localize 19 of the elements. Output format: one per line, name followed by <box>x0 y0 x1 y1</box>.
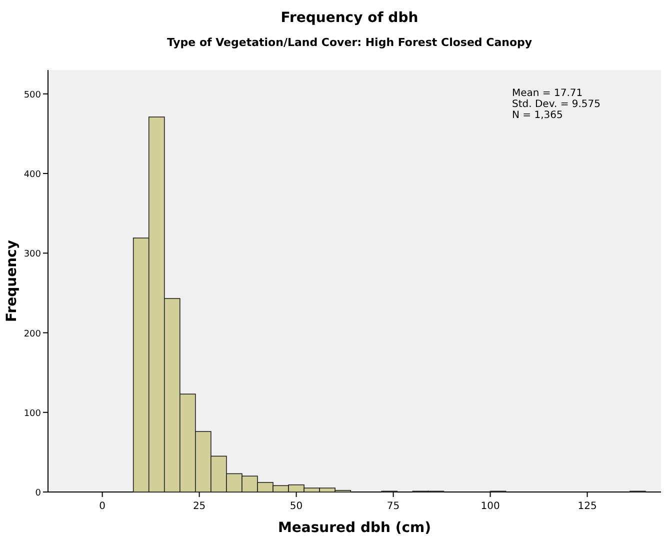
y-tick-label: 300 <box>24 250 42 260</box>
y-tick-label: 500 <box>24 90 42 100</box>
annotation: N = 1,365 <box>512 110 563 121</box>
x-tick-label: 25 <box>192 501 206 512</box>
y-tick-label: 100 <box>24 408 42 419</box>
x-tick-label: 125 <box>578 501 597 512</box>
y-axis-title: Frequency <box>4 240 20 322</box>
y-tick-label: 0 <box>35 488 42 498</box>
y-tick-label: 400 <box>24 170 42 180</box>
annotation: Std. Dev. = 9.575 <box>512 99 601 110</box>
x-tick-label: 0 <box>99 501 106 512</box>
y-tick-label: 200 <box>24 329 42 340</box>
annotation: Mean = 17.71 <box>512 88 583 99</box>
chart-title: Frequency of dbh <box>280 10 418 26</box>
x-axis-title: Measured dbh (cm) <box>278 520 432 536</box>
x-tick-label: 100 <box>480 501 500 512</box>
x-tick-label: 75 <box>386 501 400 512</box>
chart-subtitle: Type of Vegetation/Land Cover: High Forest Closed Canopy <box>166 36 532 49</box>
x-tick-label: 50 <box>290 501 303 512</box>
